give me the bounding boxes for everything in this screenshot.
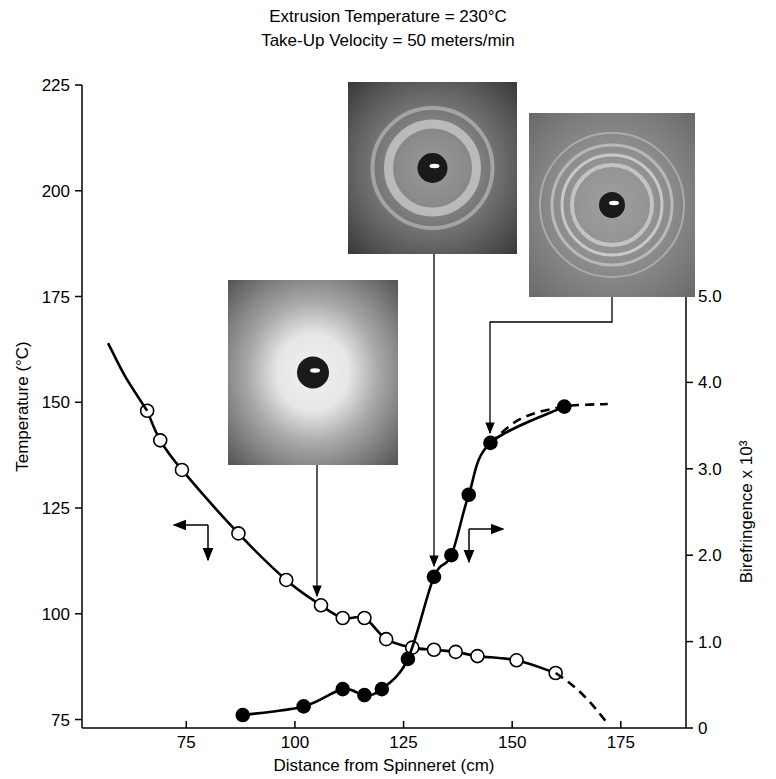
diffraction-pattern bbox=[228, 280, 398, 465]
pattern-ground bbox=[228, 280, 398, 465]
beam-spot bbox=[430, 164, 440, 168]
title: Extrusion Temperature = 230°C bbox=[269, 7, 507, 26]
y-tick bbox=[75, 190, 82, 192]
pointer-left bbox=[174, 524, 208, 526]
y-axis-title: Temperature (°C) bbox=[13, 341, 32, 472]
axes: 75 100 125 150 175 75 100 125 150 175 200 225 0 1.0 2.… bbox=[13, 76, 756, 775]
data-point bbox=[175, 463, 188, 476]
beam-spot bbox=[310, 368, 320, 372]
pattern-ground bbox=[529, 113, 695, 297]
x-tick-label: 125 bbox=[389, 733, 417, 752]
y-tick-label: 175 bbox=[42, 288, 70, 307]
y-tick-label: 100 bbox=[42, 605, 70, 624]
y2-tick bbox=[686, 468, 693, 470]
pattern-ring bbox=[572, 165, 652, 245]
data-point bbox=[297, 700, 310, 713]
pattern-ring bbox=[540, 133, 684, 277]
data-point bbox=[232, 527, 245, 540]
y2-tick-label: 4.0 bbox=[698, 373, 722, 392]
y-tick bbox=[75, 613, 82, 615]
y-tick bbox=[75, 402, 82, 404]
y-axis bbox=[81, 85, 83, 728]
pattern-ring bbox=[373, 108, 493, 228]
y2-tick-label: 5.0 bbox=[698, 287, 722, 306]
axis-pointers bbox=[174, 525, 503, 562]
beam-stop bbox=[599, 192, 625, 218]
data-point bbox=[401, 652, 414, 665]
series-line bbox=[108, 343, 147, 411]
x-tick-label: 75 bbox=[177, 733, 196, 752]
y2-axis-title: Birefringence x 10³ bbox=[737, 440, 756, 583]
leader-arrow bbox=[490, 297, 612, 433]
data-point bbox=[380, 633, 393, 646]
y2-tick bbox=[686, 727, 693, 729]
data-point bbox=[445, 549, 458, 562]
data-point bbox=[427, 643, 440, 656]
y-tick-label: 125 bbox=[42, 499, 70, 518]
chart: Extrusion Temperature = 230°C Take-Up Vel… bbox=[0, 0, 776, 779]
y2-tick bbox=[686, 641, 693, 643]
beam-stop bbox=[297, 357, 329, 389]
picture-leaders bbox=[317, 254, 612, 596]
y2-tick bbox=[686, 382, 693, 384]
data-point bbox=[336, 683, 349, 696]
y-tick bbox=[75, 507, 82, 509]
data-point bbox=[280, 573, 293, 586]
diffraction-pattern bbox=[348, 82, 517, 254]
leader-arrow bbox=[433, 254, 434, 566]
data-point bbox=[510, 654, 523, 667]
pattern-ring bbox=[552, 145, 672, 265]
x-tick bbox=[294, 721, 296, 728]
data-point bbox=[449, 645, 462, 658]
x-tick bbox=[403, 721, 405, 728]
x-tick bbox=[186, 721, 188, 728]
data-point bbox=[427, 570, 440, 583]
data-point bbox=[375, 683, 388, 696]
beam-stop bbox=[418, 153, 448, 183]
pointer-right bbox=[469, 528, 503, 530]
y-tick-label: 225 bbox=[42, 76, 70, 95]
pattern-ring bbox=[562, 155, 662, 255]
y-tick-label: 200 bbox=[42, 182, 70, 201]
x-tick-label: 100 bbox=[281, 733, 309, 752]
pattern-ground bbox=[348, 82, 517, 254]
series-line bbox=[556, 673, 608, 724]
series-line bbox=[490, 404, 607, 443]
y2-axis bbox=[685, 296, 687, 728]
x-tick bbox=[511, 721, 513, 728]
y2-tick-label: 1.0 bbox=[698, 633, 722, 652]
data-point bbox=[236, 709, 249, 722]
x-axis-title: Distance from Spinneret (cm) bbox=[273, 756, 494, 775]
beam-spot bbox=[609, 201, 619, 205]
data-point bbox=[358, 612, 371, 625]
y-tick bbox=[75, 719, 82, 721]
data-point bbox=[154, 434, 167, 447]
data-point bbox=[462, 488, 475, 501]
x-tick bbox=[620, 721, 622, 728]
leader-arrow bbox=[316, 465, 317, 596]
pointer-down bbox=[468, 529, 470, 562]
y2-tick-label: 0 bbox=[698, 719, 707, 738]
y2-tick bbox=[686, 554, 693, 556]
x-tick-label: 150 bbox=[498, 733, 526, 752]
pattern-ring bbox=[389, 124, 477, 212]
subtitle: Take-Up Velocity = 50 meters/min bbox=[261, 31, 515, 50]
y-tick bbox=[75, 84, 82, 86]
y2-tick-label: 3.0 bbox=[698, 460, 722, 479]
data-point bbox=[358, 689, 371, 702]
diffraction-pattern bbox=[529, 113, 695, 297]
data-point bbox=[471, 650, 484, 663]
diffraction-patterns bbox=[228, 82, 695, 465]
pointer-down bbox=[207, 525, 209, 560]
y2-tick-label: 2.0 bbox=[698, 546, 722, 565]
x-tick-label: 175 bbox=[607, 733, 635, 752]
y-tick-label: 75 bbox=[51, 711, 70, 730]
y-tick bbox=[75, 296, 82, 298]
data-point bbox=[314, 599, 327, 612]
data-point bbox=[336, 612, 349, 625]
x-axis bbox=[82, 727, 686, 729]
y-tick-label: 150 bbox=[42, 393, 70, 412]
